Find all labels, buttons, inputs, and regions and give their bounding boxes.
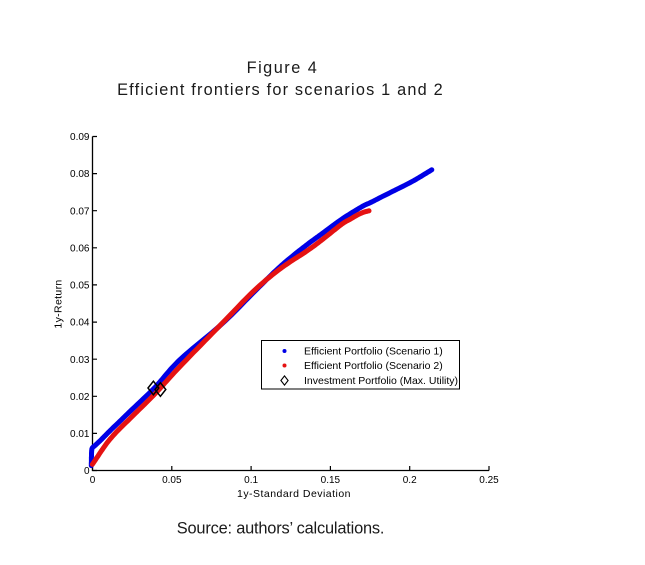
svg-text:0.25: 0.25: [479, 475, 499, 486]
svg-text:0.07: 0.07: [70, 206, 90, 217]
svg-text:0.04: 0.04: [70, 318, 90, 329]
svg-text:1y-Return: 1y-Return: [53, 279, 65, 328]
svg-text:0.1: 0.1: [244, 475, 258, 486]
svg-text:0.09: 0.09: [70, 132, 90, 143]
svg-text:0.15: 0.15: [321, 475, 341, 486]
svg-text:0.08: 0.08: [70, 169, 90, 180]
svg-text:Source: authors’ calculations.: Source: authors’ calculations.: [177, 519, 385, 537]
svg-text:0.06: 0.06: [70, 243, 90, 254]
svg-text:0.03: 0.03: [70, 355, 90, 366]
svg-text:0.05: 0.05: [162, 475, 182, 486]
svg-text:Efficient Portfolio (Scenario: Efficient Portfolio (Scenario 2): [304, 360, 443, 372]
svg-text:0.02: 0.02: [70, 392, 90, 403]
svg-text:0.05: 0.05: [70, 281, 90, 292]
svg-text:Efficient frontiers for scenar: Efficient frontiers for scenarios 1 and …: [117, 81, 444, 99]
svg-text:1y-Standard Deviation: 1y-Standard Deviation: [237, 488, 351, 500]
svg-text:0.01: 0.01: [70, 429, 90, 440]
svg-text:Figure 4: Figure 4: [247, 59, 319, 77]
svg-text:Investment Portfolio (Max. Uti: Investment Portfolio (Max. Utility): [304, 375, 458, 387]
svg-text:0: 0: [90, 475, 96, 486]
svg-text:Efficient Portfolio (Scenario: Efficient Portfolio (Scenario 1): [304, 346, 443, 358]
svg-text:0: 0: [84, 466, 90, 477]
svg-text:0.2: 0.2: [403, 475, 417, 486]
